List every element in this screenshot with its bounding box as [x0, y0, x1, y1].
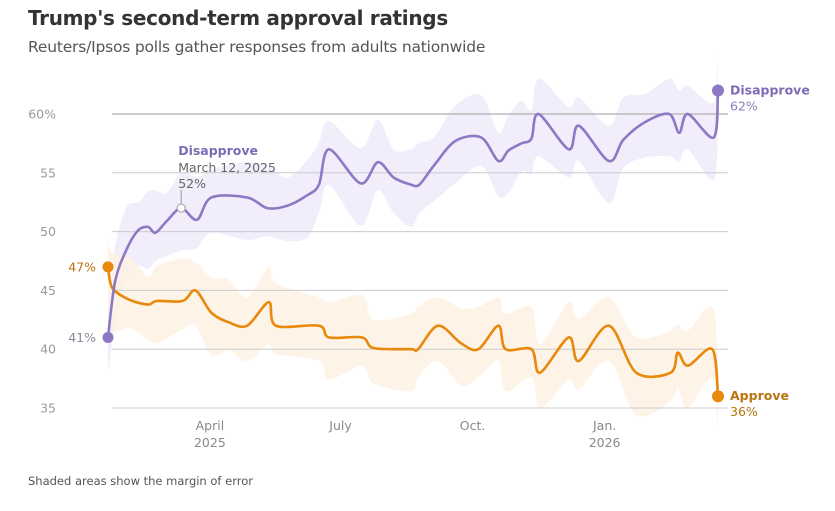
- chart-title: Trump's second-term approval ratings: [28, 6, 448, 30]
- x-axis-ticks: April 2025 July Oct. Jan. 2026: [194, 418, 621, 450]
- series-lines: [102, 84, 724, 403]
- disapprove-end-point: [712, 84, 724, 97]
- disapprove-margin-band: [108, 48, 718, 373]
- approve-end-name: Approve: [730, 388, 789, 403]
- x-tick-label: July: [328, 418, 352, 433]
- y-tick-label: 35: [40, 401, 56, 416]
- approve-margin-band: [108, 238, 718, 432]
- y-tick-label: 50: [40, 224, 56, 239]
- y-axis-ticks: 60% 55 50 45 40 35: [28, 107, 56, 416]
- annotation-date: March 12, 2025: [178, 160, 276, 175]
- chart-subtitle: Reuters/Ipsos polls gather responses fro…: [28, 38, 486, 56]
- disapprove-start-label: 41%: [68, 330, 96, 345]
- annotation-marker: [176, 203, 186, 213]
- y-tick-label: 55: [40, 165, 56, 180]
- disapprove-line: [106, 89, 720, 339]
- y-tick-label: 45: [40, 283, 56, 298]
- approve-end-point: [712, 390, 724, 403]
- x-tick-sublabel: 2025: [194, 435, 226, 450]
- annotation-title: Disapprove: [178, 143, 258, 158]
- gridlines: [112, 113, 728, 409]
- approve-start-label: 47%: [68, 259, 96, 274]
- x-tick-label: April: [196, 418, 225, 433]
- margin-of-error-bands: [108, 48, 718, 432]
- y-tick-label: 40: [40, 342, 56, 357]
- x-tick-label: Oct.: [460, 418, 486, 433]
- footnote: Shaded areas show the margin of error: [28, 474, 253, 488]
- approve-start-point: [102, 261, 114, 273]
- disapprove-end-value: 62%: [730, 98, 758, 113]
- annotation-value: 52%: [178, 176, 206, 191]
- x-tick-sublabel: 2026: [589, 435, 621, 450]
- approve-end-value: 36%: [730, 404, 758, 419]
- disapprove-end-name: Disapprove: [730, 82, 810, 97]
- x-tick-label: Jan.: [592, 418, 616, 433]
- disapprove-start-point: [102, 331, 114, 343]
- y-tick-label: 60%: [28, 107, 56, 122]
- approve-line: [106, 265, 720, 398]
